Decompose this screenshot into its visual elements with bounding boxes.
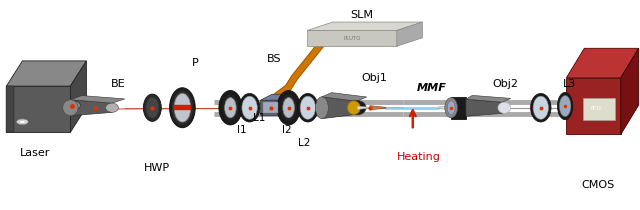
Text: PLUTO: PLUTO <box>343 36 361 41</box>
Text: Laser: Laser <box>20 148 51 158</box>
Ellipse shape <box>298 93 318 122</box>
Polygon shape <box>451 97 466 119</box>
Ellipse shape <box>559 96 571 117</box>
Ellipse shape <box>170 88 195 128</box>
Ellipse shape <box>146 97 159 118</box>
Ellipse shape <box>143 94 161 121</box>
Polygon shape <box>583 97 616 120</box>
Ellipse shape <box>19 120 26 123</box>
Polygon shape <box>70 100 112 116</box>
Text: HWP: HWP <box>144 163 170 173</box>
Polygon shape <box>307 22 422 30</box>
Polygon shape <box>370 106 386 110</box>
Polygon shape <box>6 86 70 132</box>
Polygon shape <box>260 94 292 100</box>
Ellipse shape <box>447 101 455 115</box>
Ellipse shape <box>106 103 118 112</box>
Text: Obj2: Obj2 <box>493 79 518 89</box>
Text: BS: BS <box>267 54 281 64</box>
Polygon shape <box>466 99 502 116</box>
Text: Heating: Heating <box>397 152 441 163</box>
Polygon shape <box>260 100 281 115</box>
Ellipse shape <box>63 100 78 116</box>
Text: L1: L1 <box>253 113 266 123</box>
Ellipse shape <box>17 119 28 125</box>
Ellipse shape <box>225 98 236 118</box>
Polygon shape <box>263 102 278 113</box>
Text: P: P <box>192 58 198 68</box>
Ellipse shape <box>242 96 257 119</box>
Text: I2: I2 <box>282 125 292 135</box>
Ellipse shape <box>277 91 300 125</box>
Ellipse shape <box>239 93 260 122</box>
Text: L3: L3 <box>563 79 576 89</box>
Ellipse shape <box>219 91 242 125</box>
Polygon shape <box>70 96 125 103</box>
Text: L2: L2 <box>298 138 310 148</box>
Polygon shape <box>566 78 621 134</box>
Polygon shape <box>70 61 86 132</box>
Polygon shape <box>466 95 511 102</box>
Text: SLM: SLM <box>350 10 373 20</box>
Polygon shape <box>281 94 292 115</box>
Text: REIO: REIO <box>591 106 602 111</box>
Text: MMF: MMF <box>417 83 447 93</box>
Polygon shape <box>322 97 357 119</box>
Polygon shape <box>6 61 86 86</box>
Text: Obj1: Obj1 <box>362 73 387 83</box>
Polygon shape <box>322 93 367 101</box>
Ellipse shape <box>300 96 316 119</box>
Ellipse shape <box>280 94 297 121</box>
Ellipse shape <box>533 96 548 119</box>
Ellipse shape <box>174 93 191 122</box>
Ellipse shape <box>498 102 511 113</box>
Ellipse shape <box>172 91 193 125</box>
Polygon shape <box>6 86 14 132</box>
Text: CMOS: CMOS <box>582 180 615 190</box>
Text: BE: BE <box>111 79 125 89</box>
Ellipse shape <box>222 94 239 121</box>
Ellipse shape <box>65 101 81 110</box>
Ellipse shape <box>531 93 551 122</box>
Polygon shape <box>438 106 448 109</box>
Polygon shape <box>307 30 397 46</box>
Polygon shape <box>621 48 639 134</box>
Text: I1: I1 <box>237 125 247 135</box>
Ellipse shape <box>348 101 360 114</box>
Ellipse shape <box>557 92 573 120</box>
Ellipse shape <box>445 98 458 118</box>
Polygon shape <box>357 106 370 109</box>
Ellipse shape <box>316 97 328 119</box>
Ellipse shape <box>283 98 294 118</box>
Polygon shape <box>397 22 422 46</box>
Ellipse shape <box>348 101 366 115</box>
Polygon shape <box>566 48 639 78</box>
Polygon shape <box>174 105 191 110</box>
